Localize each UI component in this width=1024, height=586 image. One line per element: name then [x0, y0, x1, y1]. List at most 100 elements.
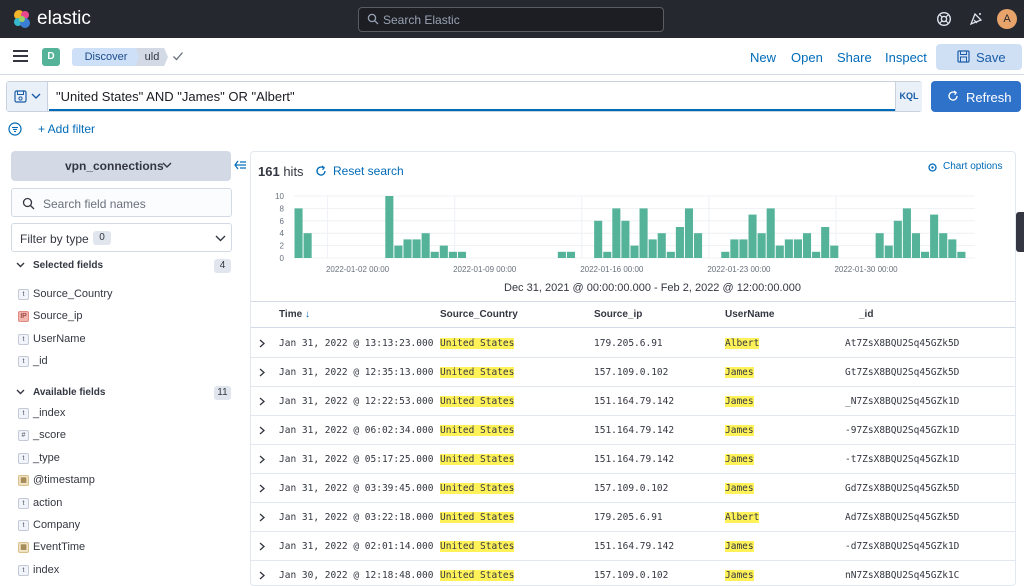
chevron-down-icon	[31, 93, 41, 99]
column-header-source-ip[interactable]: Source_ip	[594, 309, 643, 320]
histogram-bar[interactable]	[403, 239, 412, 258]
reset-search-button[interactable]: Reset search	[333, 164, 404, 178]
table-row[interactable]: Jan 31, 2022 @ 03:22:18.000 United States…	[251, 503, 1015, 532]
histogram-bar[interactable]	[603, 251, 612, 258]
table-row[interactable]: Jan 31, 2022 @ 12:35:13.000 United States…	[251, 358, 1015, 387]
histogram-bar[interactable]	[911, 233, 921, 258]
share-link[interactable]: Share	[837, 50, 872, 65]
histogram-bar[interactable]	[957, 251, 966, 258]
table-row[interactable]: Jan 30, 2022 @ 12:18:48.000 United States…	[251, 561, 1015, 585]
query-language-toggle[interactable]: KQL	[895, 82, 922, 111]
histogram-bar[interactable]	[448, 251, 457, 258]
chevron-right-icon[interactable]	[259, 542, 265, 551]
histogram-bar[interactable]	[921, 251, 930, 258]
newsfeed-icon[interactable]	[968, 11, 984, 27]
histogram-bar[interactable]	[612, 208, 621, 258]
histogram-bar[interactable]	[694, 233, 703, 258]
help-icon[interactable]	[936, 11, 952, 27]
histogram-bar[interactable]	[439, 245, 448, 258]
histogram-bar[interactable]	[557, 251, 566, 258]
histogram-bar[interactable]	[421, 233, 430, 258]
index-pattern-selector[interactable]: vpn_connections	[11, 151, 231, 181]
chevron-right-icon[interactable]	[259, 368, 265, 377]
histogram-bar[interactable]	[621, 220, 630, 258]
table-row[interactable]: Jan 31, 2022 @ 05:17:25.000 United States…	[251, 445, 1015, 474]
query-input[interactable]: "United States" AND "James" OR "Albert"	[49, 82, 895, 111]
column-header-username[interactable]: UserName	[725, 309, 775, 320]
table-row[interactable]: Jan 31, 2022 @ 06:02:34.000 United States…	[251, 416, 1015, 445]
histogram-bar[interactable]	[830, 245, 839, 258]
histogram-bar[interactable]	[684, 208, 694, 258]
column-header-source-country[interactable]: Source_Country	[440, 309, 518, 320]
histogram-bar[interactable]	[948, 239, 957, 258]
histogram-bar[interactable]	[875, 233, 884, 258]
histogram-bar[interactable]	[657, 233, 666, 258]
histogram-bar[interactable]	[784, 239, 793, 258]
saved-query-menu[interactable]	[7, 82, 48, 111]
table-row[interactable]: Jan 31, 2022 @ 12:22:53.000 United States…	[251, 387, 1015, 416]
histogram-bar[interactable]	[294, 208, 303, 258]
column-header-time[interactable]: Time ↓	[279, 309, 310, 320]
table-row[interactable]: Jan 31, 2022 @ 03:39:45.000 United States…	[251, 474, 1015, 503]
histogram-bar[interactable]	[394, 245, 403, 258]
histogram-bar[interactable]	[639, 208, 648, 258]
filter-options-icon[interactable]	[8, 122, 22, 136]
histogram-chart[interactable]: 0 2 4 6 8 10 2022-01-02 00:00 2022-01-09 00:00 2…	[251, 188, 1016, 280]
global-search-input[interactable]: Search Elastic	[358, 7, 664, 32]
new-link[interactable]: New	[750, 50, 777, 65]
histogram-bar[interactable]	[821, 227, 830, 258]
histogram-bar[interactable]	[648, 239, 657, 258]
chevron-right-icon[interactable]	[259, 455, 265, 464]
histogram-bar[interactable]	[630, 245, 639, 258]
field-search-input[interactable]: Search field names	[11, 188, 232, 217]
user-avatar[interactable]: A	[997, 9, 1017, 29]
histogram-bar[interactable]	[666, 251, 675, 258]
histogram-bar[interactable]	[802, 233, 812, 258]
query-text: "United States" AND "James" OR "Albert"	[56, 89, 295, 104]
open-link[interactable]: Open	[791, 50, 823, 65]
inspect-link[interactable]: Inspect	[885, 50, 927, 65]
histogram-bar[interactable]	[430, 251, 439, 258]
histogram-bar[interactable]	[775, 245, 784, 258]
refresh-button[interactable]: Refresh	[931, 81, 1021, 112]
elastic-logo-icon[interactable]	[12, 9, 32, 29]
chevron-right-icon[interactable]	[259, 426, 265, 435]
chart-options-button[interactable]: Chart options	[943, 161, 1003, 172]
breadcrumb-discover[interactable]: Discover	[72, 48, 140, 66]
histogram-bar[interactable]	[739, 239, 748, 258]
histogram-bar[interactable]	[412, 239, 421, 258]
histogram-bar[interactable]	[748, 214, 757, 258]
histogram-bar[interactable]	[457, 251, 467, 258]
histogram-bar[interactable]	[930, 214, 939, 258]
chevron-right-icon[interactable]	[259, 484, 265, 493]
column-header-id[interactable]: _id	[859, 309, 874, 320]
chevron-right-icon[interactable]	[259, 339, 265, 348]
save-button[interactable]: Save	[936, 44, 1022, 70]
histogram-bar[interactable]	[793, 239, 802, 258]
histogram-bar[interactable]	[893, 220, 902, 258]
filter-by-type-button[interactable]: Filter by type 0	[11, 223, 232, 252]
histogram-bar[interactable]	[812, 251, 821, 258]
histogram-bar[interactable]	[721, 251, 730, 258]
histogram-bar[interactable]	[902, 208, 911, 258]
chevron-right-icon[interactable]	[259, 571, 265, 580]
histogram-bar[interactable]	[594, 220, 603, 258]
collapse-sidebar-icon[interactable]	[234, 160, 246, 170]
menu-icon[interactable]	[13, 50, 28, 62]
histogram-bar[interactable]	[675, 227, 684, 258]
table-row[interactable]: Jan 31, 2022 @ 13:13:23.000 United States…	[251, 329, 1015, 358]
histogram-bar[interactable]	[766, 208, 775, 258]
table-row[interactable]: Jan 31, 2022 @ 02:01:14.000 United States…	[251, 532, 1015, 561]
histogram-bar[interactable]	[385, 196, 394, 258]
scroll-handle[interactable]	[1016, 212, 1024, 252]
chevron-right-icon[interactable]	[259, 397, 265, 406]
histogram-bar[interactable]	[303, 233, 312, 258]
histogram-bar[interactable]	[730, 239, 739, 258]
add-filter-button[interactable]: + Add filter	[38, 122, 96, 136]
histogram-bar[interactable]	[939, 233, 948, 258]
histogram-bar[interactable]	[566, 251, 575, 258]
histogram-bar[interactable]	[884, 245, 893, 258]
space-badge[interactable]: D	[42, 48, 60, 66]
chevron-right-icon[interactable]	[259, 513, 265, 522]
histogram-bar[interactable]	[757, 233, 766, 258]
